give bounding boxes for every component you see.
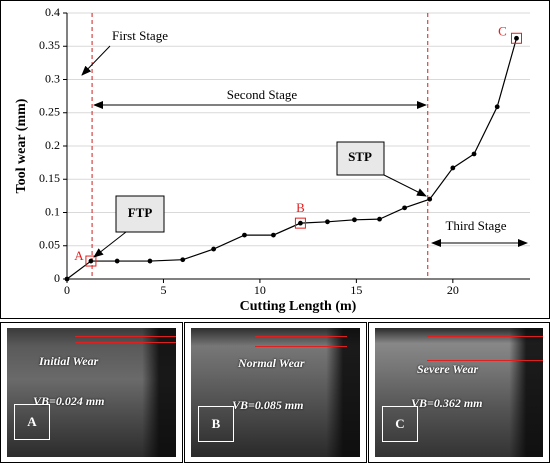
image-panel: Initial Wear VB=0.024 mm A: [0, 322, 183, 463]
point-highlight: [294, 217, 306, 229]
data-point: [471, 151, 477, 157]
data-point: [88, 258, 94, 264]
data-point: [352, 217, 357, 223]
y-tick-label: 0.35: [39, 38, 60, 52]
image-panel: Normal Wear VB=0.085 mm B: [184, 322, 367, 463]
annotation: Third Stage: [445, 218, 506, 233]
y-tick-label: 0.2: [45, 138, 60, 152]
data-point: [271, 232, 276, 238]
x-tick-label: 10: [254, 283, 266, 297]
wear-caption: Severe Wear: [417, 362, 479, 376]
frame: [0, 0, 550, 319]
x-tick-label: 15: [350, 283, 362, 297]
wear-caption: Initial Wear: [39, 354, 99, 368]
point-label: B: [296, 200, 305, 215]
tool-edge: [375, 328, 543, 457]
data-point: [298, 220, 303, 226]
callout: STP: [348, 149, 372, 164]
arrow: [93, 231, 127, 258]
x-axis-title: Cutting Length (m): [240, 299, 357, 314]
photo: Initial Wear VB=0.024 mm A: [7, 328, 176, 457]
y-tick-label: 0.15: [39, 171, 60, 185]
y-tick-label: 0.1: [45, 204, 60, 218]
wear-line: [75, 342, 176, 343]
arrow: [81, 45, 111, 76]
wear-line: [75, 336, 176, 337]
annotation: First Stage: [112, 28, 168, 43]
y-tick-label: 0.25: [39, 105, 60, 119]
photo: Severe Wear VB=0.362 mm C: [375, 328, 543, 457]
y-tick-label: 0.4: [45, 5, 60, 19]
callout-box: [115, 195, 165, 233]
data-point: [325, 219, 330, 225]
data-point: [402, 205, 408, 211]
image-panel: Severe Wear VB=0.362 mm C: [368, 322, 550, 463]
panel-letter: A: [14, 404, 50, 440]
data-point: [211, 246, 217, 252]
wear-measure: VB=0.024 mm: [33, 394, 105, 408]
point-highlight: [85, 255, 97, 267]
data-point: [377, 216, 382, 222]
data-point: [514, 35, 519, 41]
data-point: [64, 276, 70, 282]
data-point: [147, 258, 153, 264]
arrow: [383, 174, 427, 197]
tool-edge: [191, 328, 360, 457]
data-point: [242, 232, 247, 238]
data-point: [427, 196, 433, 202]
annotation: Second Stage: [227, 87, 298, 102]
x-tick-label: 0: [64, 283, 70, 297]
chart: Cutting Length (m) Tool wear (mm) 0 0.05 0…: [0, 0, 550, 319]
panel-letter: C: [382, 406, 418, 442]
wear-line: [255, 336, 347, 337]
photo: Normal Wear VB=0.085 mm B: [191, 328, 360, 457]
wear-measure: VB=0.085 mm: [232, 398, 304, 412]
callout: FTP: [128, 205, 153, 220]
data-line: [66, 38, 518, 280]
point-label: C: [498, 23, 507, 38]
callout-box: [336, 141, 385, 176]
data-point: [494, 104, 500, 110]
data-point: [180, 257, 186, 263]
tool-edge: [7, 328, 176, 457]
panel-letter: B: [198, 406, 234, 442]
point-highlight: [510, 32, 522, 44]
y-tick-label: 0.3: [45, 71, 60, 85]
data-point: [450, 165, 456, 171]
wear-measure: VB=0.362 mm: [411, 396, 483, 410]
y-axis-title: Tool wear (mm): [14, 98, 29, 193]
wear-caption: Normal Wear: [238, 356, 305, 370]
wear-line: [427, 336, 543, 337]
x-tick-label: 20: [447, 283, 459, 297]
x-tick-label: 5: [160, 283, 166, 297]
y-tick-label: 0: [54, 271, 60, 285]
data-point: [114, 258, 120, 264]
wear-line: [255, 346, 347, 347]
point-label: A: [74, 248, 84, 263]
y-tick-label: 0.05: [39, 238, 60, 252]
wear-line: [427, 360, 543, 361]
